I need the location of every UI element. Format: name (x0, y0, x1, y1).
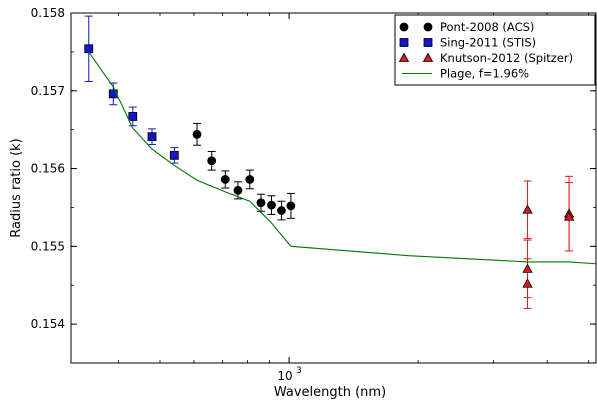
data-point (220, 175, 230, 184)
data-point (522, 204, 533, 214)
model-line (88, 51, 596, 265)
data-point (192, 129, 202, 139)
data-point (256, 198, 266, 208)
legend-marker (423, 22, 433, 32)
legend-marker (422, 52, 434, 62)
data-point (286, 201, 296, 211)
y-tick-label: 0.157 (31, 84, 65, 98)
data-point (267, 200, 276, 210)
legend-label: Plage, f=1.96% (440, 67, 529, 81)
data-point (522, 278, 533, 288)
data-point (277, 206, 286, 215)
data-point (245, 175, 255, 184)
data-point (207, 156, 217, 166)
legend-label: Sing-2011 (STIS) (440, 36, 536, 50)
y-axis: 0.154 0.155 0.156 0.157 0.158 (31, 6, 596, 364)
y-axis-label: Radius ratio (k) (9, 138, 24, 238)
data-point (108, 89, 118, 99)
legend-marker (423, 38, 433, 47)
legend-marker (399, 22, 409, 32)
x-tick-label: 10 (277, 369, 292, 383)
data-point (522, 263, 533, 273)
data-point (563, 211, 575, 221)
data-point (84, 44, 94, 54)
series-layer (84, 15, 596, 310)
legend-marker (398, 52, 410, 62)
y-tick-label: 0.155 (31, 239, 65, 253)
legend-label: Knutson-2012 (Spitzer) (440, 51, 573, 65)
plot-frame (70, 12, 597, 364)
data-point (233, 185, 243, 195)
y-tick-label: 0.156 (31, 162, 65, 176)
y-tick-label: 0.154 (31, 317, 65, 331)
data-point (128, 112, 138, 121)
legend-label: Pont-2008 (ACS) (440, 20, 534, 34)
data-point (147, 132, 157, 142)
legend: Pont-2008 (ACS) Sing-2011 (STIS)Knutson-2… (394, 14, 596, 86)
x-tick-label-exponent: 3 (296, 366, 302, 376)
data-point (169, 150, 179, 160)
x-axis-label: Wavelength (nm) (274, 385, 386, 400)
y-tick-label: 0.158 (31, 6, 65, 20)
legend-marker (399, 38, 409, 47)
